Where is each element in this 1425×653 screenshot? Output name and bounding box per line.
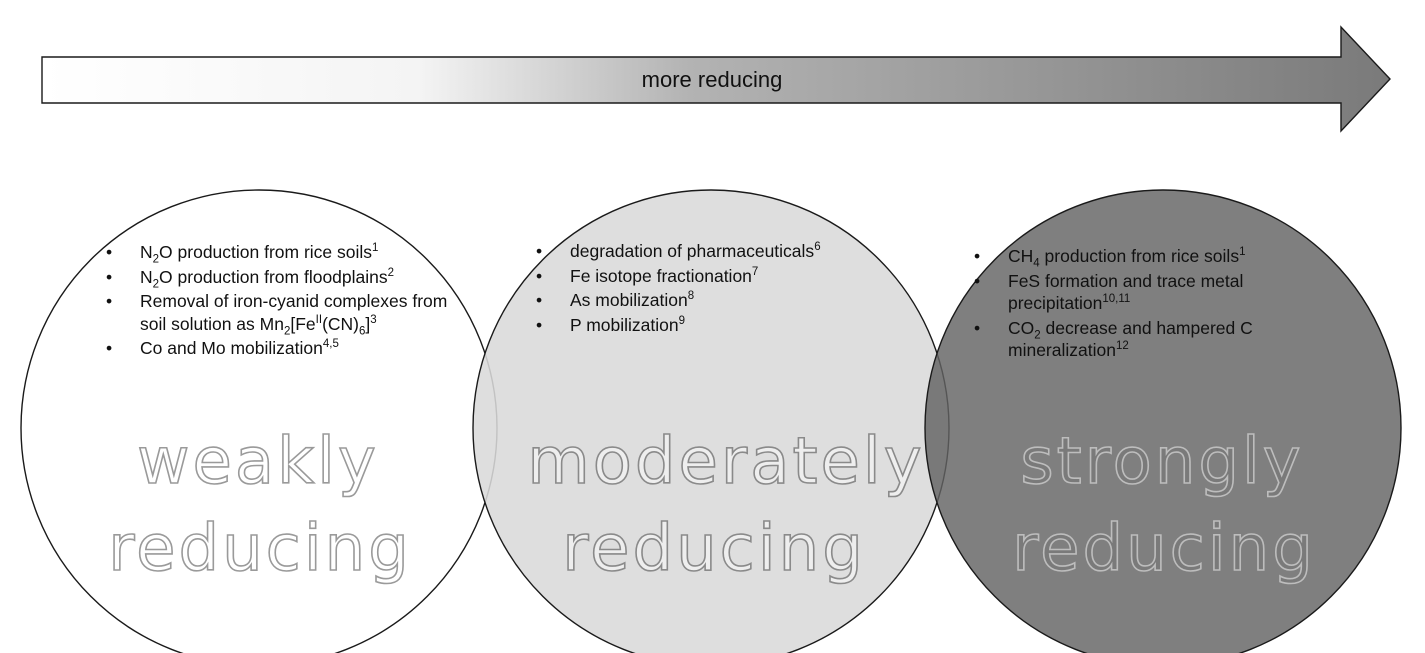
moderately-reducing-title: reducing	[562, 512, 866, 586]
list-item-text: Removal of iron-cyanid complexes from so…	[140, 291, 448, 337]
list-item: Fe isotope fractionation7	[530, 265, 910, 288]
list-item-text: N2O production from rice soils1	[140, 242, 379, 266]
list-item: P mobilization9	[530, 314, 910, 337]
weakly-reducing-title: reducing	[108, 512, 412, 586]
moderately-reducing-list: degradation of pharmaceuticals6 Fe isoto…	[530, 240, 910, 338]
list-item-text: FeS formation and trace metal precipitat…	[1008, 270, 1244, 314]
weakly-reducing-list: N2O production from rice soils1 N2O prod…	[100, 241, 472, 362]
list-item-text: Co and Mo mobilization4,5	[140, 338, 339, 358]
strongly-reducing-title: reducing	[1012, 512, 1316, 586]
list-item-text: As mobilization8	[570, 290, 695, 310]
list-item: CH4 production from rice soils1	[968, 245, 1323, 270]
list-item: Removal of iron-cyanid complexes from so…	[100, 290, 472, 337]
list-item-text: CH4 production from rice soils1	[1008, 246, 1246, 270]
list-item: N2O production from floodplains2	[100, 266, 472, 290]
list-item: FeS formation and trace metal precipitat…	[968, 270, 1323, 315]
list-item: degradation of pharmaceuticals6	[530, 240, 910, 263]
strongly-title: strongly	[1020, 425, 1303, 499]
arrow-label: more reducing	[642, 67, 783, 92]
list-item-text: P mobilization9	[570, 314, 686, 335]
list-item-text: Fe isotope fractionation7	[570, 265, 759, 286]
list-item: CO2 decrease and hampered C mineralizati…	[968, 317, 1323, 362]
list-item-text: degradation of pharmaceuticals6	[570, 241, 821, 261]
list-item: Co and Mo mobilization4,5	[100, 337, 472, 360]
gradient-arrow	[41, 25, 1391, 133]
list-item-text: CO2 decrease and hampered C mineralizati…	[1008, 317, 1253, 361]
weakly-title: weakly	[137, 425, 379, 499]
moderately-title: moderately	[527, 425, 924, 499]
list-item: As mobilization8	[530, 289, 910, 312]
list-item-text: N2O production from floodplains2	[140, 266, 395, 290]
list-item: N2O production from rice soils1	[100, 241, 472, 266]
strongly-reducing-list: CH4 production from rice soils1 FeS form…	[968, 245, 1323, 364]
